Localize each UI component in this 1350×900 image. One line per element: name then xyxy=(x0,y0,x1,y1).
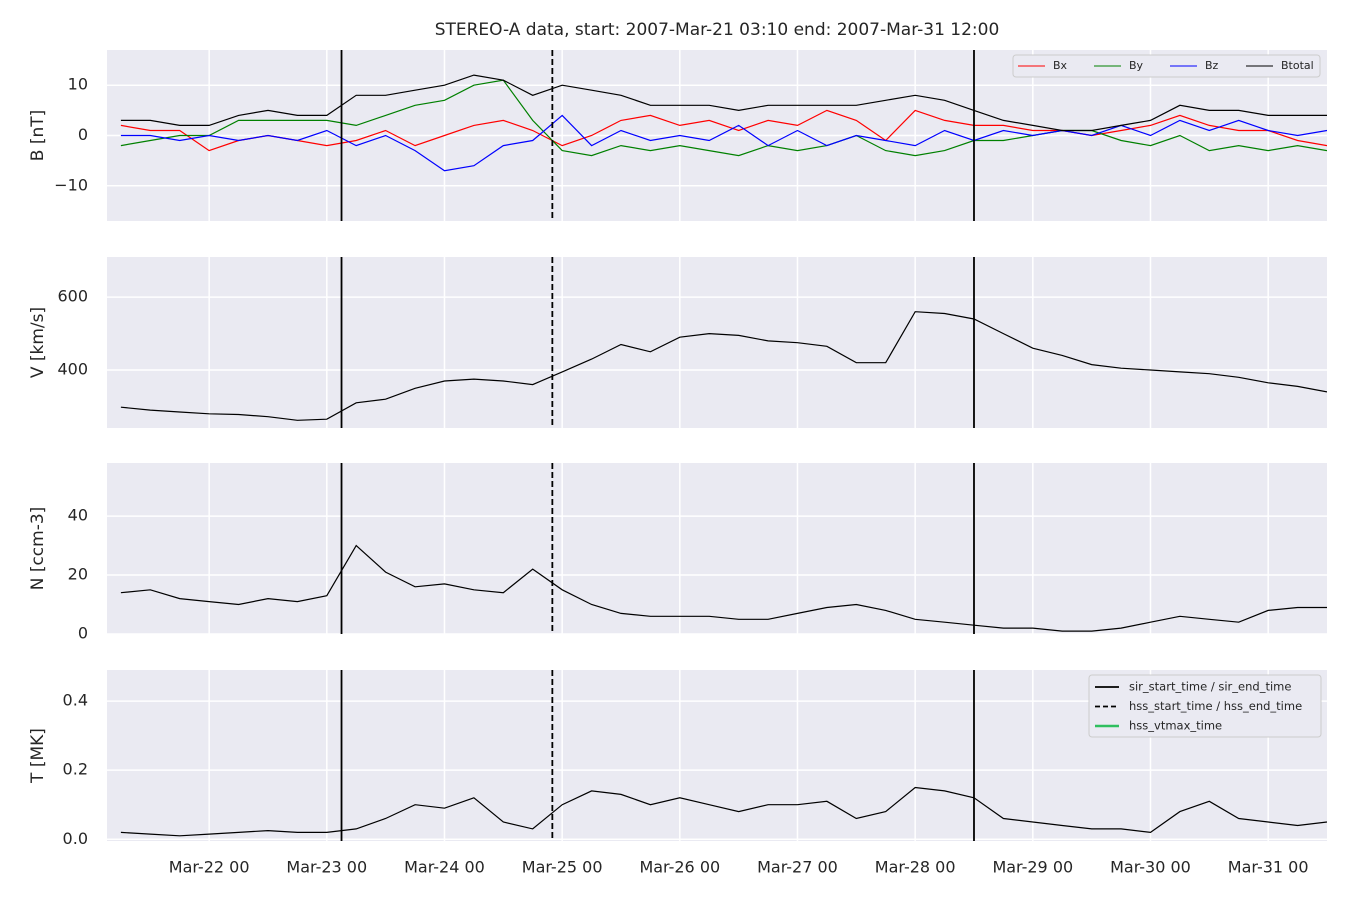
y-tick-label: 0 xyxy=(78,125,88,144)
y-tick-label: 10 xyxy=(68,75,88,94)
series-line xyxy=(120,79,1327,157)
y-tick-label: 600 xyxy=(57,287,88,306)
legend-box xyxy=(1012,54,1321,78)
series-line xyxy=(120,114,1327,172)
series-line xyxy=(120,311,1327,421)
plot-area xyxy=(107,463,1327,634)
x-tick-label: Mar-26 00 xyxy=(639,858,720,877)
y-tick-label: −10 xyxy=(54,175,88,194)
legend-label: Bx xyxy=(1053,59,1068,72)
series-line xyxy=(120,544,1327,632)
series-line xyxy=(120,786,1327,837)
x-tick-label: Mar-27 00 xyxy=(757,858,838,877)
y-axis-label: V [km/s] xyxy=(28,307,48,378)
series-line xyxy=(120,109,1327,152)
x-tick-label: Mar-30 00 xyxy=(1110,858,1191,877)
legend-label: hss_start_time / hss_end_time xyxy=(1129,699,1302,713)
legend-label: By xyxy=(1129,59,1144,72)
y-tick-label: 0.4 xyxy=(63,691,88,710)
plot-area xyxy=(107,257,1327,428)
x-tick-label: Mar-29 00 xyxy=(992,858,1073,877)
x-tick-label: Mar-25 00 xyxy=(522,858,603,877)
x-tick-label: Mar-31 00 xyxy=(1228,858,1309,877)
y-tick-label: 400 xyxy=(57,360,88,379)
y-tick-label: 40 xyxy=(68,506,88,525)
legend-box xyxy=(1088,674,1322,738)
y-axis-label: N [ccm-3] xyxy=(28,507,48,591)
y-tick-label: 0.0 xyxy=(63,829,88,848)
y-tick-label: 0.2 xyxy=(63,760,88,779)
x-tick-label: Mar-23 00 xyxy=(286,858,367,877)
figure-title: STEREO-A data, start: 2007-Mar-21 03:10 … xyxy=(435,20,1000,40)
y-tick-label: 0 xyxy=(78,624,88,643)
legend-label: hss_vtmax_time xyxy=(1129,719,1222,733)
y-axis-label: B [nT] xyxy=(28,110,48,162)
x-tick-label: Mar-28 00 xyxy=(875,858,956,877)
x-tick-label: Mar-24 00 xyxy=(404,858,485,877)
x-tick-label: Mar-22 00 xyxy=(169,858,250,877)
y-axis-label: T [MK] xyxy=(28,728,48,784)
series-line xyxy=(120,74,1327,132)
legend-label: sir_start_time / sir_end_time xyxy=(1129,680,1291,694)
legend-label: Btotal xyxy=(1281,59,1314,72)
y-tick-label: 20 xyxy=(68,565,88,584)
legend-label: Bz xyxy=(1205,59,1219,72)
